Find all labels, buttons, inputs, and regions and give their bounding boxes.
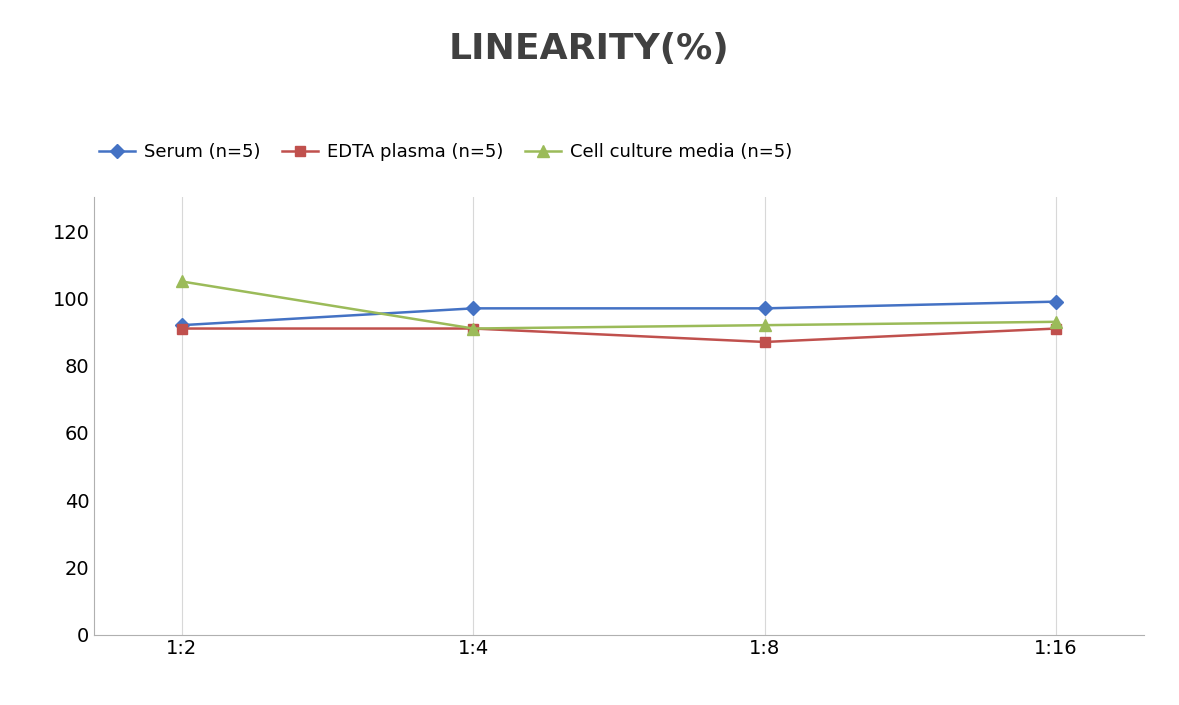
Cell culture media (n=5)	[174, 277, 189, 286]
Cell culture media (n=5)	[758, 321, 772, 329]
Serum (n=5)	[174, 321, 189, 329]
EDTA plasma (n=5)	[174, 324, 189, 333]
Line: Serum (n=5): Serum (n=5)	[177, 297, 1061, 330]
EDTA plasma (n=5)	[1049, 324, 1063, 333]
Line: EDTA plasma (n=5): EDTA plasma (n=5)	[177, 324, 1061, 347]
Serum (n=5)	[758, 304, 772, 312]
Cell culture media (n=5)	[1049, 317, 1063, 326]
Legend: Serum (n=5), EDTA plasma (n=5), Cell culture media (n=5): Serum (n=5), EDTA plasma (n=5), Cell cul…	[92, 136, 799, 168]
Serum (n=5)	[466, 304, 480, 312]
Text: LINEARITY(%): LINEARITY(%)	[449, 32, 730, 66]
EDTA plasma (n=5)	[466, 324, 480, 333]
EDTA plasma (n=5)	[758, 338, 772, 346]
Cell culture media (n=5)	[466, 324, 480, 333]
Line: Cell culture media (n=5): Cell culture media (n=5)	[176, 276, 1062, 334]
Serum (n=5)	[1049, 298, 1063, 306]
